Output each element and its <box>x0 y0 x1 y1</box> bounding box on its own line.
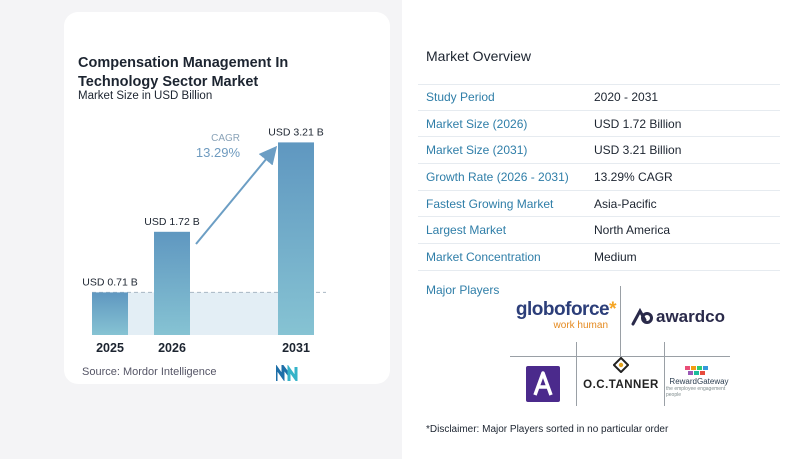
tick-label-2025: 2025 <box>96 341 124 355</box>
chart-title: Compensation Management In Technology Se… <box>78 55 289 90</box>
bar-2025 <box>92 292 128 335</box>
data-label-2026: USD 1.72 B <box>144 216 199 228</box>
bar-2026 <box>154 231 190 335</box>
row-label: Growth Rate (2026 - 2031) <box>426 169 569 184</box>
tick-label-2026: 2026 <box>158 341 186 355</box>
row-value: North America <box>594 223 671 238</box>
data-label-2025: USD 0.71 B <box>82 276 137 288</box>
disclaimer: *Disclaimer: Major Players sorted in no … <box>426 424 669 435</box>
table-row: Market Size (2031) USD 3.21 Billion <box>418 137 780 165</box>
cagr-label: CAGR <box>211 133 240 144</box>
table-row: Market Concentration Medium <box>418 244 780 271</box>
awardco-name: awardco <box>656 307 725 326</box>
cagr-value: 13.29% <box>196 145 241 160</box>
major-players-label: Major Players <box>426 283 500 297</box>
table-row: Market Size (2026) USD 1.72 Billion <box>418 111 780 138</box>
purple-a-logo <box>526 366 560 402</box>
octanner-mark-icon <box>613 357 629 373</box>
table-row: Largest Market North America <box>418 217 780 245</box>
overview-card: Market Overview Study Period 2020 - 2031… <box>402 0 800 459</box>
octanner-logo: O.C.TANNER <box>580 352 662 396</box>
rewardgateway-mark-icon <box>685 366 708 375</box>
asterisk-icon: * <box>609 298 616 320</box>
rewardgateway-tag: the employee engagement people <box>666 386 726 398</box>
row-label: Fastest Growing Market <box>426 196 554 211</box>
awardco-logo: awardco <box>626 300 730 334</box>
bar-2031 <box>278 142 314 335</box>
chart-card: USD 0.71 B 2025 USD 1.72 B 2026 USD 3.21 B 20… <box>64 12 390 384</box>
row-value: Medium <box>594 249 637 264</box>
rewardgateway-logo: RewardGateway the employee engagement pe… <box>666 364 732 400</box>
grid-divider <box>510 356 730 357</box>
row-label: Study Period <box>426 90 495 105</box>
mordor-logo-icon <box>276 365 298 381</box>
row-value: Asia-Pacific <box>594 196 657 211</box>
overview-title: Market Overview <box>426 48 532 64</box>
globoforce-name: globoforce <box>515 298 610 320</box>
tick-label-2031: 2031 <box>282 341 310 355</box>
globoforce-logo: globoforce* work human <box>512 292 617 338</box>
row-value: 13.29% CAGR <box>594 169 673 184</box>
table-row: Study Period 2020 - 2031 <box>418 84 780 111</box>
grid-divider <box>620 286 621 356</box>
source-text: Source: Mordor Intelligence <box>82 366 217 378</box>
rewardgateway-name: RewardGateway <box>669 377 729 386</box>
bar-chart: USD 0.71 B 2025 USD 1.72 B 2026 USD 3.21 B 20… <box>82 126 326 355</box>
data-label-2031: USD 3.21 B <box>268 126 323 138</box>
letter-a-icon <box>526 366 560 402</box>
row-label: Market Concentration <box>426 249 541 264</box>
row-label: Market Size (2031) <box>426 143 528 158</box>
grid-divider <box>664 342 665 406</box>
row-value: USD 3.21 Billion <box>594 143 682 158</box>
table-row: Fastest Growing Market Asia-Pacific <box>418 191 780 218</box>
cagr-arrow <box>195 145 278 245</box>
globoforce-tag: work human <box>553 319 608 331</box>
row-label: Market Size (2026) <box>426 116 528 131</box>
grid-divider <box>576 342 577 406</box>
octanner-name: O.C.TANNER <box>583 379 659 391</box>
awardco-mark-icon <box>631 308 653 326</box>
row-value: 2020 - 2031 <box>594 90 659 105</box>
table-row: Growth Rate (2026 - 2031) 13.29% CAGR <box>418 164 780 191</box>
row-label: Largest Market <box>426 223 507 238</box>
reference-band <box>128 292 278 335</box>
chart-subtitle: Market Size in USD Billion <box>78 90 213 102</box>
overview-table: Study Period 2020 - 2031 Market Size (20… <box>418 84 780 271</box>
row-value: USD 1.72 Billion <box>594 116 682 131</box>
